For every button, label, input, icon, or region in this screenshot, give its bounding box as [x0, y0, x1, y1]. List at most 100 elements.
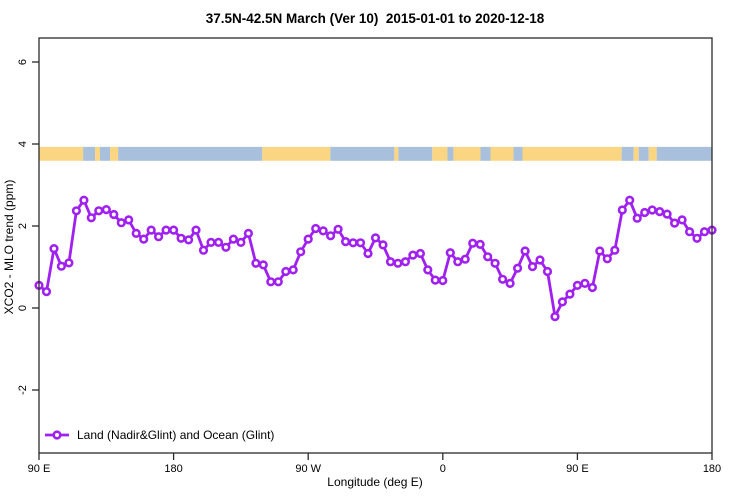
- data-point-marker: [213, 237, 224, 247]
- data-point-marker: [341, 237, 351, 247]
- data-point-marker: [557, 297, 568, 307]
- x-tick-label: 90 E: [566, 463, 589, 475]
- data-point-marker: [572, 280, 583, 291]
- data-point-marker: [169, 225, 179, 235]
- data-point-marker: [662, 209, 672, 219]
- data-point-marker: [483, 252, 493, 262]
- data-point-marker: [355, 238, 366, 248]
- data-point-marker: [453, 257, 463, 267]
- data-point-marker: [258, 260, 268, 270]
- data-point-marker: [243, 228, 253, 238]
- axis-ticks: 90 E 180 90 W 0 90 E 180 -2 0 2 4 6: [17, 59, 721, 475]
- data-point-marker: [311, 223, 321, 234]
- legend-marker-icon: [52, 430, 62, 440]
- data-point-marker: [550, 312, 560, 322]
- data-point-marker: [154, 232, 164, 242]
- data-point-marker: [228, 234, 238, 244]
- data-point-marker: [124, 215, 134, 225]
- data-point-marker: [64, 258, 74, 268]
- data-point-marker: [647, 205, 657, 215]
- data-point-marker: [370, 233, 381, 243]
- data-point-marker: [131, 228, 141, 238]
- data-point-marker: [71, 206, 81, 216]
- data-point-marker: [385, 257, 396, 267]
- data-point-marker: [400, 257, 411, 267]
- data-point-marker: [408, 250, 418, 260]
- data-point-marker: [296, 247, 306, 257]
- y-tick-label: 0: [17, 305, 29, 311]
- data-point-marker: [348, 238, 358, 248]
- data-point-marker: [617, 205, 627, 215]
- y-axis-label: XCO2 - MLO trend (ppm): [2, 180, 16, 315]
- y-tick-label: 6: [17, 59, 29, 65]
- x-axis-label: Longitude (deg E): [327, 475, 422, 489]
- data-point-marker: [41, 287, 52, 297]
- data-point-marker: [692, 233, 702, 243]
- data-point-marker: [333, 224, 343, 234]
- plot-border: [38, 37, 713, 454]
- map-strip-land-segment: [262, 146, 331, 161]
- data-point-marker: [191, 225, 201, 235]
- data-point-marker: [251, 258, 261, 268]
- data-point-marker: [468, 238, 478, 248]
- data-point-marker: [56, 261, 67, 271]
- data-point-marker: [542, 266, 553, 277]
- data-point-marker: [393, 258, 403, 268]
- map-strip-land-segment: [95, 146, 101, 161]
- map-strip-land-segment: [522, 146, 622, 161]
- data-point-marker: [423, 265, 433, 275]
- map-strip-ocean-segment: [83, 146, 96, 161]
- map-strip-land-segment: [110, 146, 119, 161]
- map-strip-land-segment: [453, 146, 481, 161]
- map-strip-land-segment: [490, 146, 514, 161]
- data-point-marker: [512, 263, 523, 273]
- data-point-marker: [161, 225, 171, 235]
- map-strip-ocean-segment: [447, 146, 454, 161]
- data-point-marker: [109, 209, 119, 220]
- data-point-marker: [139, 234, 149, 244]
- data-point-marker: [490, 258, 500, 268]
- map-strip-land-segment: [648, 146, 657, 161]
- map-strip-land-segment: [633, 146, 639, 161]
- map-strip: [39, 146, 712, 161]
- x-tick-label: 90 E: [28, 463, 51, 475]
- legend: Land (Nadir&Glint) and Ocean (Glint): [45, 428, 274, 442]
- data-point-marker: [565, 289, 575, 299]
- data-point-marker: [198, 245, 209, 255]
- data-point-marker: [94, 206, 104, 216]
- data-point-marker: [535, 255, 545, 265]
- data-point-marker: [460, 254, 470, 264]
- data-point-marker: [415, 248, 426, 259]
- data-point-marker: [288, 265, 298, 275]
- data-point-marker: [684, 227, 695, 237]
- data-point-marker: [602, 254, 612, 264]
- map-strip-ocean-segment: [638, 146, 649, 161]
- map-strip-land-segment: [432, 146, 448, 161]
- legend-label: Land (Nadir&Glint) and Ocean (Glint): [77, 428, 274, 442]
- data-point-marker: [266, 277, 276, 287]
- x-tick-label: 90 W: [295, 463, 321, 475]
- data-point-marker: [176, 233, 186, 243]
- x-tick-label: 180: [703, 463, 721, 475]
- data-point-marker: [498, 274, 508, 284]
- data-point-marker: [318, 226, 328, 236]
- data-point-marker: [610, 245, 620, 255]
- map-strip-land-segment: [39, 146, 84, 161]
- data-point-marker: [632, 213, 642, 223]
- data-point-marker: [669, 218, 680, 228]
- data-point-marker: [303, 234, 313, 244]
- data-point-marker: [527, 262, 538, 272]
- map-strip-land-segment: [394, 146, 399, 161]
- data-point-marker: [655, 207, 665, 217]
- map-strip-ocean-segment: [480, 146, 491, 161]
- data-point-marker: [363, 248, 373, 259]
- x-tick-label: 180: [164, 463, 182, 475]
- map-strip-ocean-segment: [656, 146, 712, 161]
- map-strip-ocean-segment: [118, 146, 263, 161]
- data-point-marker: [438, 275, 448, 286]
- data-point-marker: [116, 218, 126, 228]
- data-point-marker: [640, 207, 650, 218]
- data-point-marker: [281, 266, 291, 277]
- data-point-marker: [273, 277, 283, 287]
